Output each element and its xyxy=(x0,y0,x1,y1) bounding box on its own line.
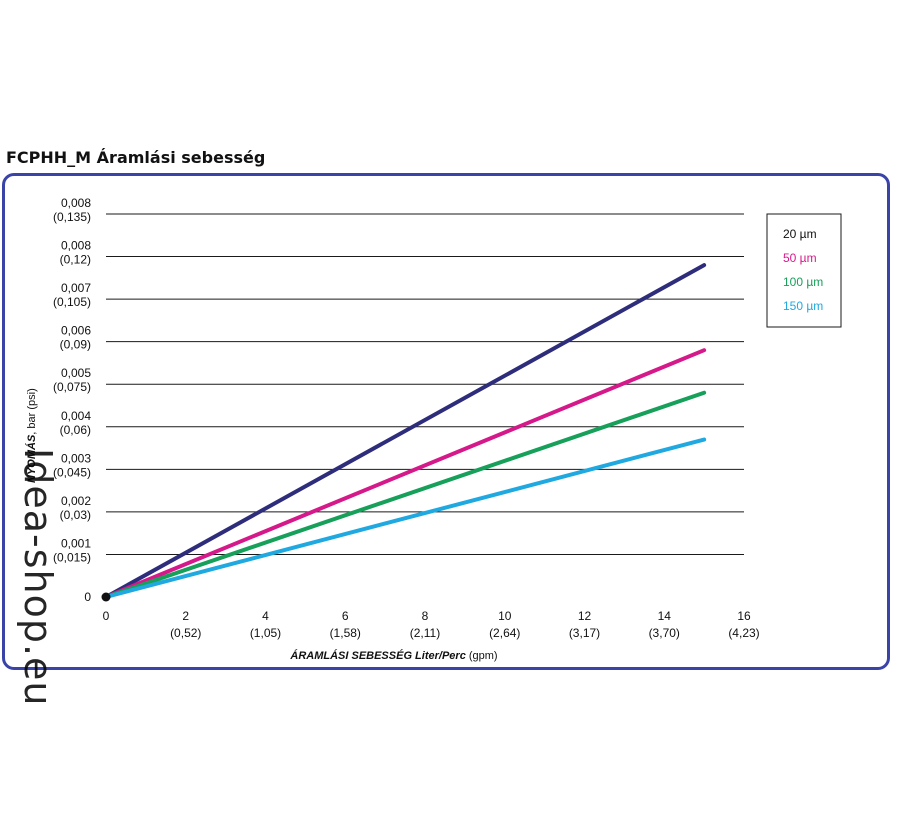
y-tick-label: 0,005 xyxy=(61,366,91,380)
y-tick-label: 0,004 xyxy=(61,409,91,423)
x-tick-label: 10 xyxy=(498,609,512,623)
x-tick-label: 4 xyxy=(262,609,269,623)
x-tick-label: 0 xyxy=(103,609,110,623)
x-tick-label: 12 xyxy=(578,609,592,623)
y-tick-label: 0,007 xyxy=(61,281,91,295)
y-tick-sublabel: (0,075) xyxy=(53,380,91,394)
watermark: Idea-shop.eu xyxy=(16,448,60,707)
y-tick-sublabel: (0,12) xyxy=(60,253,91,267)
y-tick-label: 0,008 xyxy=(61,196,91,210)
x-axis-label-main: ÁRAMLÁSI SEBESSÉG Liter/Perc xyxy=(289,649,469,662)
x-tick-label: 14 xyxy=(658,609,672,623)
y-tick-label: 0,008 xyxy=(61,239,91,253)
legend-entry: 20 µm xyxy=(783,227,817,241)
x-tick-sublabel: (4,23) xyxy=(728,626,759,640)
y-tick-label: 0 xyxy=(84,590,91,604)
legend-box xyxy=(766,213,842,328)
x-tick-sublabel: (2,11) xyxy=(410,626,440,640)
x-tick-label: 2 xyxy=(182,609,189,623)
x-tick-sublabel: (3,17) xyxy=(569,626,600,640)
x-tick-label: 16 xyxy=(737,609,751,623)
y-axis-label-unit: , bar (psi) xyxy=(26,388,38,435)
legend-entry: 100 µm xyxy=(783,275,823,289)
legend-entry: 150 µm xyxy=(783,299,823,313)
origin-point xyxy=(101,592,111,602)
y-tick-label: 0,001 xyxy=(61,536,91,550)
series-line xyxy=(104,348,707,599)
series-line xyxy=(104,437,707,599)
series-line xyxy=(104,390,707,599)
x-tick-sublabel: (1,58) xyxy=(330,626,361,640)
y-tick-sublabel: (0,045) xyxy=(53,465,91,479)
page-title: FCPHH_M Áramlási sebesség xyxy=(6,148,266,167)
x-axis-label-unit: (gpm) xyxy=(469,650,498,662)
x-tick-sublabel: (2,64) xyxy=(489,626,520,640)
y-tick-label: 0,003 xyxy=(61,451,91,465)
x-tick-sublabel: (3,70) xyxy=(649,626,680,640)
y-tick-sublabel: (0,03) xyxy=(60,508,91,522)
legend-entry: 50 µm xyxy=(783,251,817,265)
y-tick-sublabel: (0,135) xyxy=(53,210,91,224)
y-tick-label: 0,006 xyxy=(61,324,91,338)
x-tick-sublabel: (1,05) xyxy=(250,626,281,640)
y-tick-sublabel: (0,105) xyxy=(53,295,91,309)
y-tick-sublabel: (0,09) xyxy=(60,338,91,352)
series-line xyxy=(104,263,707,599)
chart-frame xyxy=(2,173,890,670)
y-tick-label: 0,002 xyxy=(61,494,91,508)
x-axis-label: ÁRAMLÁSI SEBESSÉG Liter/Perc (gpm) xyxy=(289,649,497,662)
y-tick-sublabel: (0,06) xyxy=(60,423,91,437)
x-tick-label: 6 xyxy=(342,609,349,623)
x-tick-label: 8 xyxy=(422,609,429,623)
y-tick-sublabel: (0,015) xyxy=(53,550,91,564)
x-tick-sublabel: (0,52) xyxy=(170,626,201,640)
